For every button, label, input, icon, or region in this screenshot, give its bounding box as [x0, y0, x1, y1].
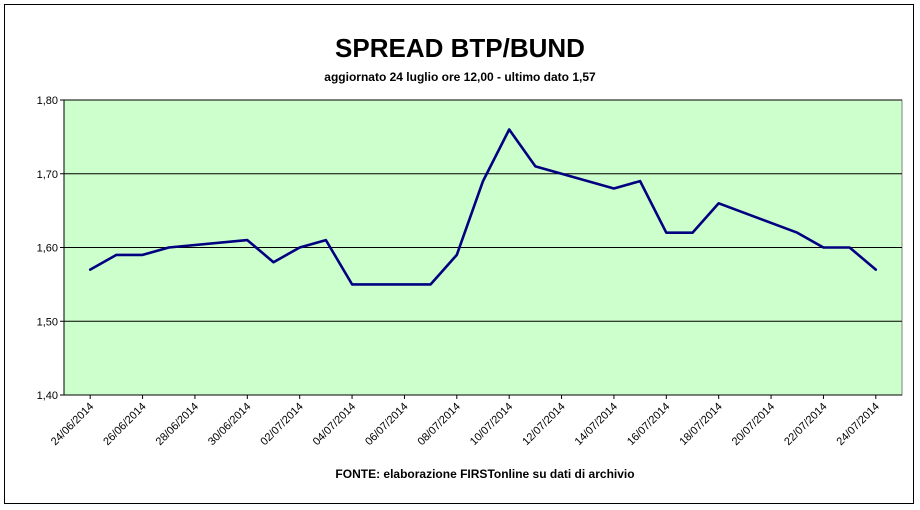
y-tick-label: 1,40 — [37, 390, 58, 402]
x-tick-label: 02/07/2014 — [258, 401, 305, 448]
y-tick-label: 1,60 — [37, 243, 58, 255]
y-tick-label: 1,70 — [37, 169, 58, 181]
x-tick-label: 18/07/2014 — [677, 401, 724, 448]
x-tick-label: 08/07/2014 — [416, 401, 463, 448]
x-tick-label: 24/06/2014 — [49, 401, 96, 448]
x-tick-label: 26/06/2014 — [101, 401, 148, 448]
y-tick-label: 1,50 — [37, 316, 58, 328]
x-tick-label: 12/07/2014 — [520, 401, 567, 448]
x-tick-label: 28/06/2014 — [154, 401, 201, 448]
x-tick-label: 30/06/2014 — [206, 401, 253, 448]
x-tick-label: 16/07/2014 — [625, 401, 672, 448]
x-tick-label: 14/07/2014 — [573, 401, 620, 448]
x-tick-label: 22/07/2014 — [782, 401, 829, 448]
y-tick-label: 1,80 — [37, 95, 58, 107]
x-tick-label: 10/07/2014 — [468, 401, 515, 448]
x-tick-label: 04/07/2014 — [311, 401, 358, 448]
x-tick-label: 20/07/2014 — [730, 401, 777, 448]
chart-subtitle: aggiornato 24 luglio ore 12,00 - ultimo … — [324, 70, 596, 84]
chart-source: FONTE: elaborazione FIRSTonline su dati … — [335, 467, 635, 481]
x-tick-label: 06/07/2014 — [363, 401, 410, 448]
x-tick-label: 24/07/2014 — [835, 401, 882, 448]
chart-title: SPREAD BTP/BUND — [335, 33, 585, 63]
